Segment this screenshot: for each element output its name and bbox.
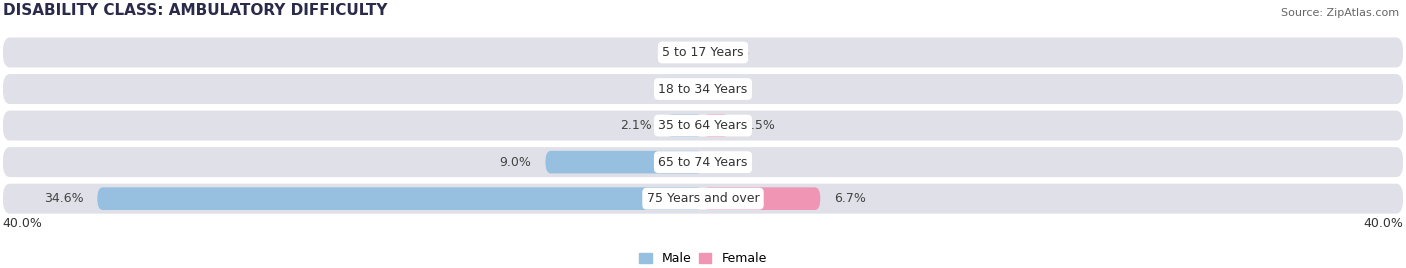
Text: 40.0%: 40.0% <box>3 217 42 230</box>
FancyBboxPatch shape <box>703 187 820 210</box>
Text: 6.7%: 6.7% <box>834 192 866 205</box>
FancyBboxPatch shape <box>3 38 1403 68</box>
Text: 9.0%: 9.0% <box>499 156 531 169</box>
Text: 0.0%: 0.0% <box>657 46 689 59</box>
Text: 75 Years and over: 75 Years and over <box>647 192 759 205</box>
Text: 35 to 64 Years: 35 to 64 Years <box>658 119 748 132</box>
FancyBboxPatch shape <box>546 151 703 173</box>
Text: 0.0%: 0.0% <box>717 156 749 169</box>
Text: 0.0%: 0.0% <box>657 83 689 95</box>
FancyBboxPatch shape <box>3 184 1403 214</box>
Text: 0.0%: 0.0% <box>717 46 749 59</box>
Text: 34.6%: 34.6% <box>44 192 83 205</box>
FancyBboxPatch shape <box>3 147 1403 177</box>
FancyBboxPatch shape <box>666 114 703 137</box>
FancyBboxPatch shape <box>3 74 1403 104</box>
Text: Source: ZipAtlas.com: Source: ZipAtlas.com <box>1281 8 1399 18</box>
Legend: Male, Female: Male, Female <box>640 252 766 265</box>
Text: 5 to 17 Years: 5 to 17 Years <box>662 46 744 59</box>
Text: 18 to 34 Years: 18 to 34 Years <box>658 83 748 95</box>
Text: 65 to 74 Years: 65 to 74 Years <box>658 156 748 169</box>
FancyBboxPatch shape <box>703 114 730 137</box>
Text: 40.0%: 40.0% <box>1364 217 1403 230</box>
Text: 0.0%: 0.0% <box>717 83 749 95</box>
FancyBboxPatch shape <box>3 111 1403 140</box>
Text: DISABILITY CLASS: AMBULATORY DIFFICULTY: DISABILITY CLASS: AMBULATORY DIFFICULTY <box>3 3 387 18</box>
FancyBboxPatch shape <box>97 187 703 210</box>
Text: 1.5%: 1.5% <box>744 119 775 132</box>
Text: 2.1%: 2.1% <box>620 119 652 132</box>
